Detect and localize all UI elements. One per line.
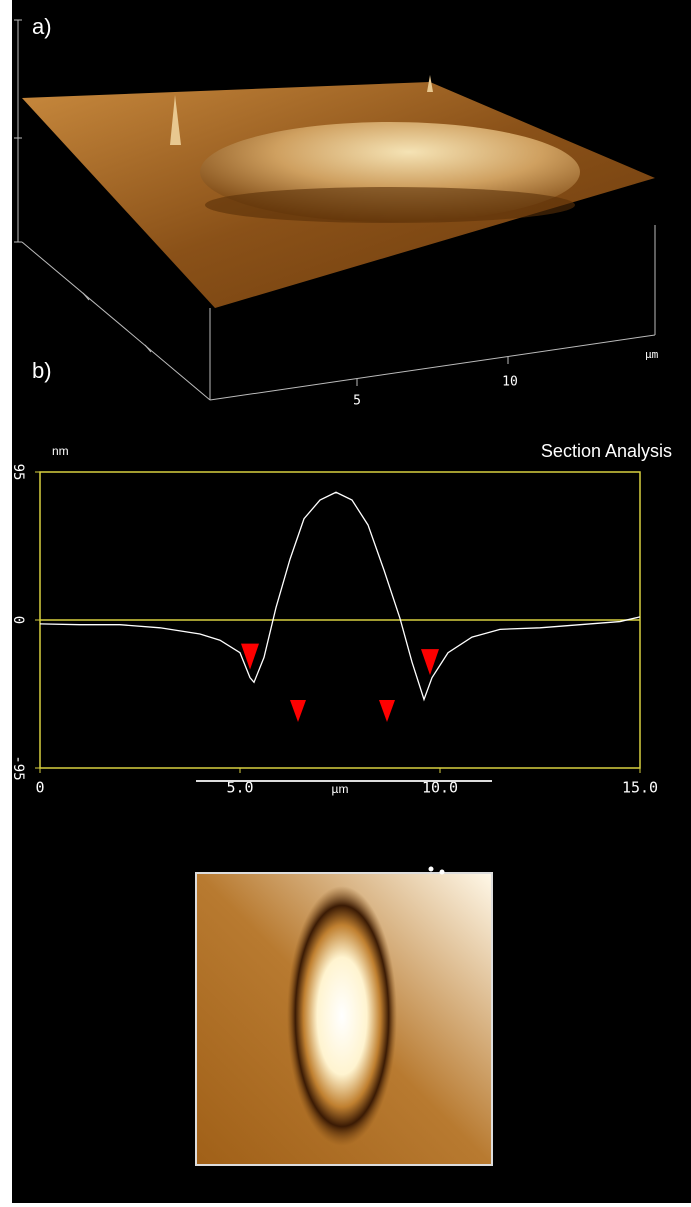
y-axis-label: nm (52, 444, 69, 458)
panel-label: b) (32, 358, 52, 383)
section-chart: Section Analysis nm µm -95 0 95 0 5.0 10.0 15.… (10, 441, 672, 797)
x-tick-label: 0 (35, 779, 44, 797)
surface-tick-label: 5 (353, 394, 361, 409)
surface-tick-label: 10 (502, 375, 518, 390)
chart-title: Section Analysis (541, 441, 672, 461)
y-tick-label: 0 (10, 616, 26, 624)
x-axis-label: µm (332, 782, 349, 796)
cursor-marker (421, 649, 439, 676)
surface-unit: µm (645, 348, 659, 361)
y-tick-label: 95 (10, 464, 26, 481)
x-tick-label: 15.0 (622, 779, 658, 797)
surface-3d (14, 19, 656, 401)
x-tick-label: 5.0 (226, 779, 253, 797)
y-tick-label: -95 (10, 755, 26, 780)
panel-label: a) (32, 14, 52, 39)
image-2d (195, 700, 493, 1166)
cursor-marker (241, 643, 259, 670)
profile-line (39, 491, 641, 702)
x-tick-label: 10.0 (422, 779, 458, 797)
